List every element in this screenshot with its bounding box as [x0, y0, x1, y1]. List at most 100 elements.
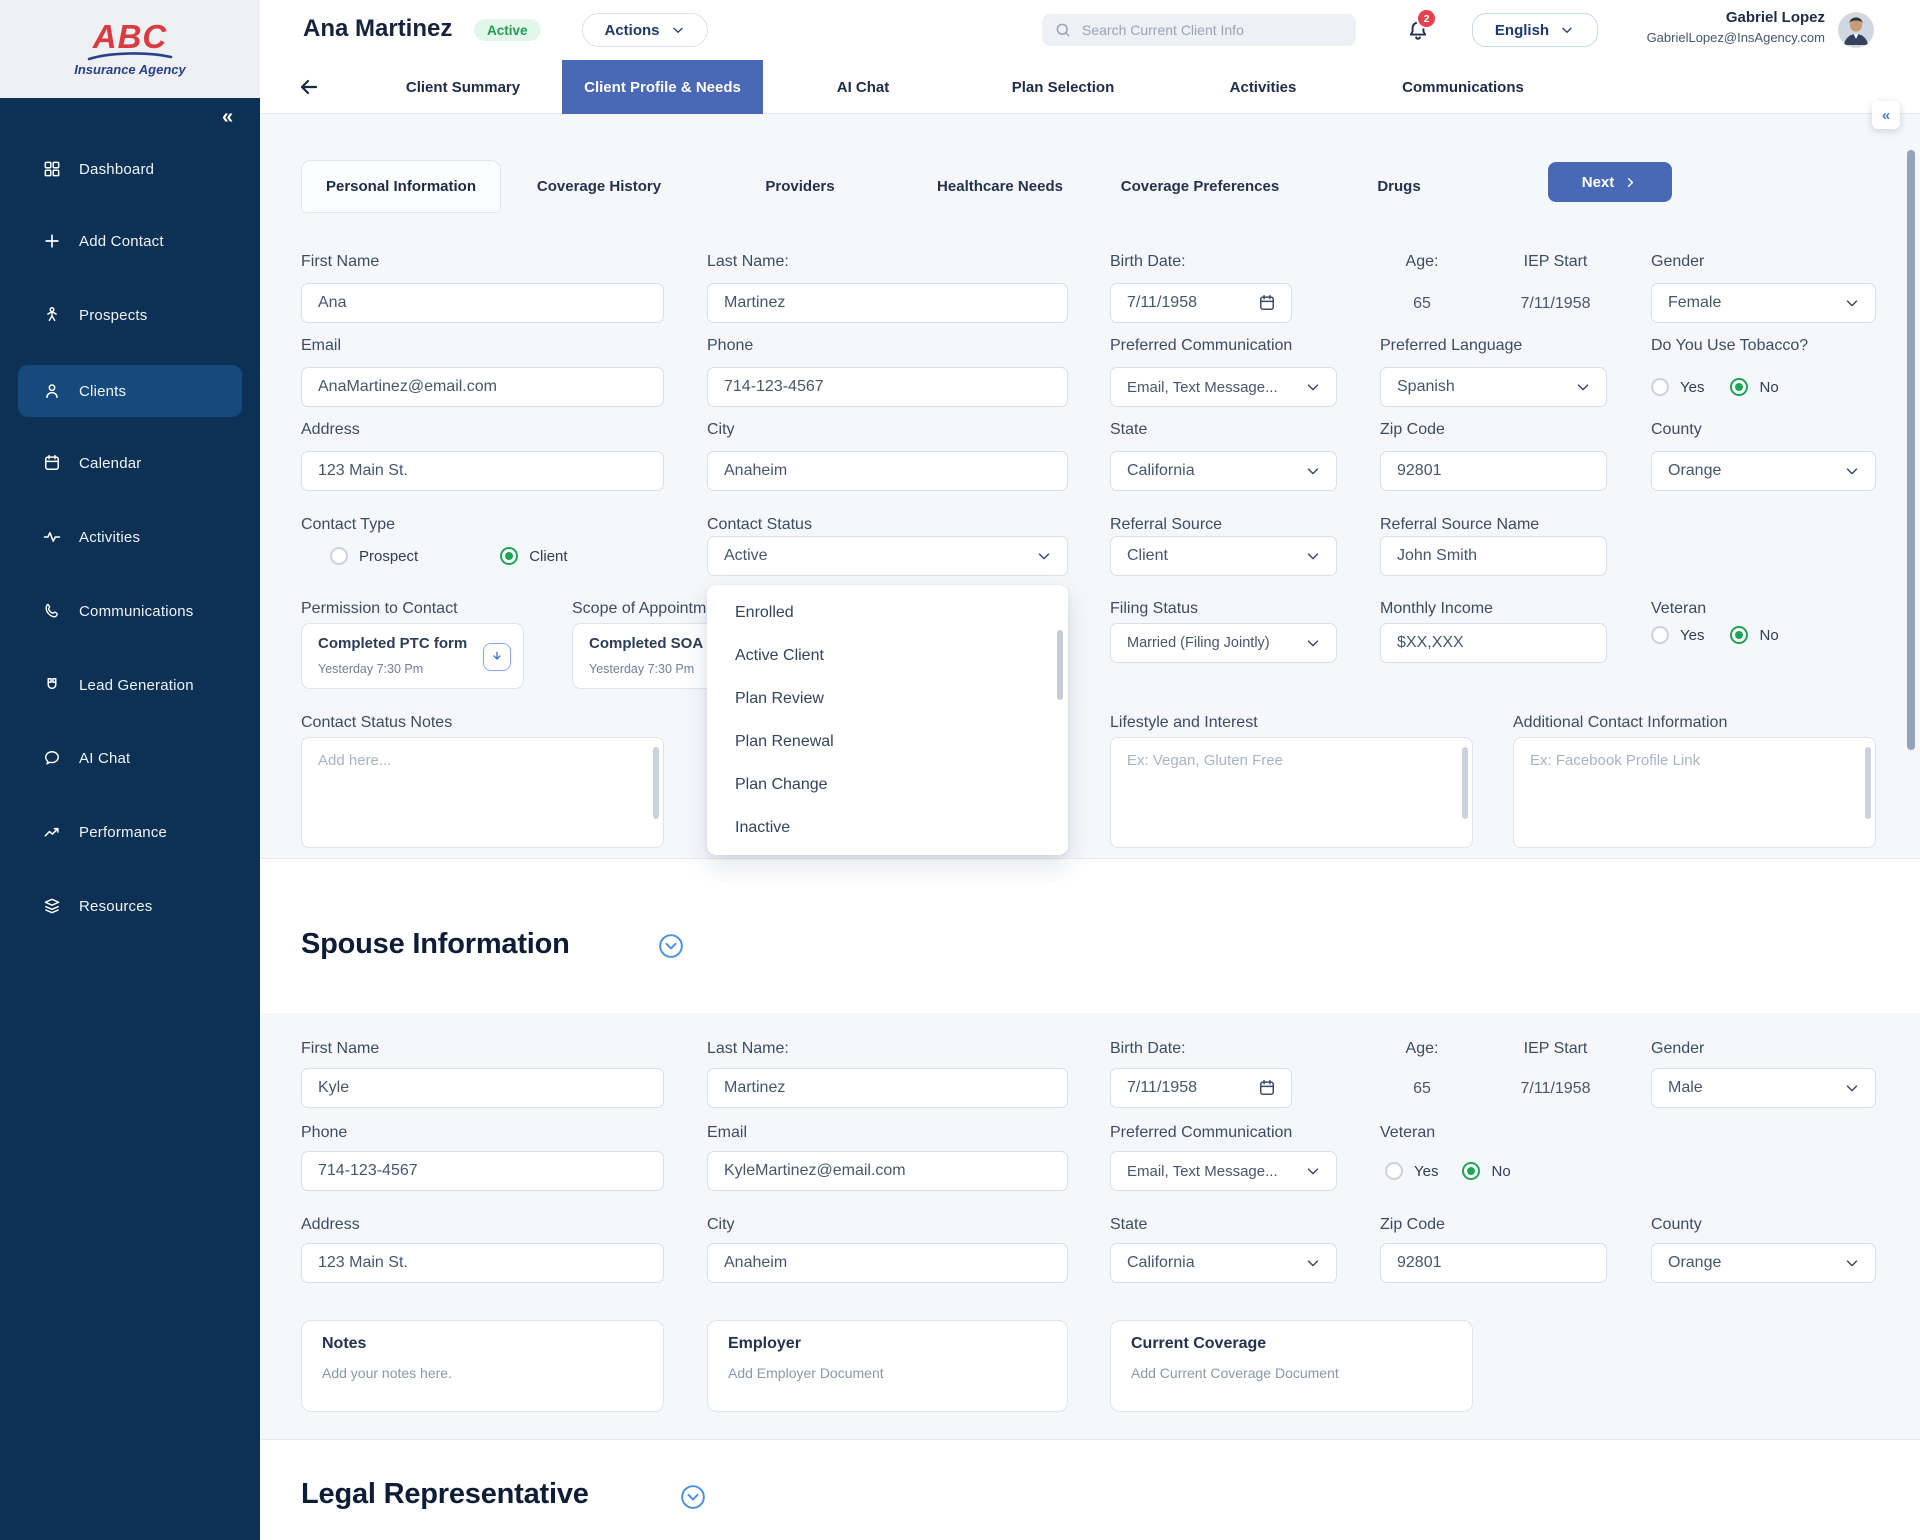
- last-name-field[interactable]: Martinez: [707, 283, 1068, 323]
- spouse-employer-card[interactable]: Employer Add Employer Document: [707, 1320, 1068, 1412]
- panel-collapse-button[interactable]: «: [1872, 101, 1900, 129]
- subtab-coverage-preferences[interactable]: Coverage Preferences: [1120, 178, 1280, 195]
- subtab-providers[interactable]: Providers: [765, 178, 835, 195]
- subtab-personal-information[interactable]: Personal Information: [301, 160, 501, 213]
- spouse-veteran-yes-radio[interactable]: [1385, 1162, 1403, 1180]
- sidebar-item-add-contact[interactable]: Add Contact: [18, 217, 242, 265]
- city-field[interactable]: Anaheim: [707, 451, 1068, 491]
- email-field[interactable]: AnaMartinez@email.com: [301, 367, 664, 407]
- spouse-county-select[interactable]: Orange: [1651, 1243, 1876, 1283]
- lifestyle-textarea[interactable]: Ex: Vegan, Gluten Free: [1110, 737, 1473, 848]
- filing-status-label: Filing Status: [1110, 600, 1199, 617]
- spouse-address-field[interactable]: 123 Main St.: [301, 1243, 664, 1283]
- subtab-drugs[interactable]: Drugs: [1377, 178, 1421, 195]
- sidebar-item-label: Resources: [79, 897, 153, 915]
- dropdown-option-plan-review[interactable]: Plan Review: [735, 689, 824, 707]
- filing-status-select[interactable]: Married (Filing Jointly): [1110, 623, 1337, 663]
- spouse-zip-code-field[interactable]: 92801: [1380, 1243, 1607, 1283]
- textarea-scrollbar[interactable]: [653, 747, 659, 819]
- spouse-phone-field[interactable]: 714-123-4567: [301, 1151, 664, 1191]
- dropdown-option-plan-change[interactable]: Plan Change: [735, 775, 828, 793]
- state-select[interactable]: California: [1110, 451, 1337, 491]
- subtab-coverage-history[interactable]: Coverage History: [536, 178, 662, 195]
- spouse-email-field[interactable]: KyleMartinez@email.com: [707, 1151, 1068, 1191]
- chevron-down-icon: [1843, 1254, 1861, 1272]
- spouse-current-coverage-card[interactable]: Current Coverage Add Current Coverage Do…: [1110, 1320, 1473, 1412]
- actions-button[interactable]: Actions: [582, 13, 708, 47]
- subtab-healthcare-needs[interactable]: Healthcare Needs: [937, 178, 1063, 195]
- contact-type-prospect-radio[interactable]: [330, 547, 348, 565]
- monthly-income-field[interactable]: $XX,XXX: [1380, 623, 1607, 663]
- spouse-collapse-chevron-icon[interactable]: [658, 933, 684, 959]
- contact-type-client-radio[interactable]: [500, 547, 519, 565]
- county-select[interactable]: Orange: [1651, 451, 1876, 491]
- zip-code-field[interactable]: 92801: [1380, 451, 1607, 491]
- veteran-label: Veteran: [1651, 600, 1707, 617]
- tab-plan-selection[interactable]: Plan Selection: [1011, 78, 1115, 96]
- referral-source-name-field[interactable]: John Smith: [1380, 536, 1607, 576]
- language-selector[interactable]: English: [1472, 13, 1598, 47]
- first-name-value: Ana: [318, 294, 347, 311]
- soa-document-title: Completed SOA: [589, 635, 704, 652]
- dropdown-scrollbar[interactable]: [1057, 630, 1063, 700]
- tab-client-profile-needs[interactable]: Client Profile & Needs: [562, 60, 763, 114]
- phone-field[interactable]: 714-123-4567: [707, 367, 1068, 407]
- sidebar-item-performance[interactable]: Performance: [18, 808, 242, 856]
- spouse-first-name-field[interactable]: Kyle: [301, 1068, 664, 1108]
- sidebar-item-lead-generation[interactable]: Lead Generation: [18, 661, 242, 709]
- sidebar-item-clients[interactable]: Clients: [18, 365, 242, 417]
- tobacco-yes-radio[interactable]: [1651, 378, 1669, 396]
- sidebar-item-ai-chat[interactable]: AI Chat: [18, 734, 242, 782]
- search-input[interactable]: Search Current Client Info: [1042, 14, 1356, 46]
- dropdown-option-inactive[interactable]: Inactive: [735, 818, 791, 836]
- additional-contact-textarea[interactable]: Ex: Facebook Profile Link: [1513, 737, 1876, 848]
- tobacco-no-radio[interactable]: [1730, 378, 1749, 396]
- sidebar-item-communications[interactable]: Communications: [18, 587, 242, 635]
- contact-status-notes-textarea[interactable]: Add here...: [301, 737, 664, 848]
- legal-collapse-chevron-icon[interactable]: [680, 1484, 706, 1510]
- sidebar-item-dashboard[interactable]: Dashboard: [18, 145, 242, 193]
- tab-ai-chat[interactable]: AI Chat: [836, 78, 890, 96]
- first-name-field[interactable]: Ana: [301, 283, 664, 323]
- sidebar-item-calendar[interactable]: Calendar: [18, 439, 242, 487]
- sidebar-item-resources[interactable]: Resources: [18, 882, 242, 930]
- dropdown-option-plan-renewal[interactable]: Plan Renewal: [735, 732, 834, 750]
- ptc-download-button[interactable]: [483, 643, 511, 671]
- additional-contact-label: Additional Contact Information: [1513, 714, 1728, 731]
- veteran-yes-radio[interactable]: [1651, 626, 1669, 644]
- contact-status-select[interactable]: Active: [707, 536, 1068, 576]
- sidebar-item-activities[interactable]: Activities: [18, 513, 242, 561]
- gender-select[interactable]: Female: [1651, 283, 1876, 323]
- notifications-button[interactable]: 2: [1400, 8, 1437, 48]
- vertical-scrollbar[interactable]: [1907, 150, 1915, 750]
- spouse-last-name-field[interactable]: Martinez: [707, 1068, 1068, 1108]
- avatar[interactable]: [1838, 12, 1874, 48]
- address-field[interactable]: 123 Main St.: [301, 451, 664, 491]
- veteran-no-radio[interactable]: [1730, 626, 1749, 644]
- dropdown-option-active-client[interactable]: Active Client: [735, 646, 824, 664]
- sidebar-collapse-icon[interactable]: «: [222, 106, 234, 128]
- spouse-veteran-no-radio[interactable]: [1462, 1162, 1481, 1180]
- birth-date-field[interactable]: 7/11/1958: [1110, 283, 1292, 323]
- spouse-notes-card[interactable]: Notes Add your notes here.: [301, 1320, 664, 1412]
- preferred-communication-select[interactable]: Email, Text Message...: [1110, 367, 1337, 407]
- textarea-scrollbar[interactable]: [1462, 747, 1468, 819]
- referral-source-select[interactable]: Client: [1110, 536, 1337, 576]
- dropdown-option-enrolled[interactable]: Enrolled: [735, 603, 794, 621]
- tab-activities[interactable]: Activities: [1229, 78, 1297, 96]
- tab-client-summary[interactable]: Client Summary: [405, 78, 521, 96]
- next-button[interactable]: Next: [1548, 162, 1672, 202]
- spouse-gender-select[interactable]: Male: [1651, 1068, 1876, 1108]
- spouse-city-field[interactable]: Anaheim: [707, 1243, 1068, 1283]
- textarea-scrollbar[interactable]: [1865, 747, 1871, 819]
- sidebar-item-prospects[interactable]: Prospects: [18, 291, 242, 339]
- preferred-language-select[interactable]: Spanish: [1380, 367, 1607, 407]
- spouse-birth-date-field[interactable]: 7/11/1958: [1110, 1068, 1292, 1108]
- spouse-state-select[interactable]: California: [1110, 1243, 1337, 1283]
- spouse-preferred-communication-select[interactable]: Email, Text Message...: [1110, 1151, 1337, 1191]
- back-arrow-button[interactable]: [297, 75, 321, 99]
- tab-communications[interactable]: Communications: [1402, 78, 1524, 96]
- logo-swoosh: [87, 51, 173, 60]
- spouse-veteran-radio-group: Yes No: [1385, 1162, 1511, 1180]
- notification-count-badge: 2: [1416, 8, 1437, 29]
